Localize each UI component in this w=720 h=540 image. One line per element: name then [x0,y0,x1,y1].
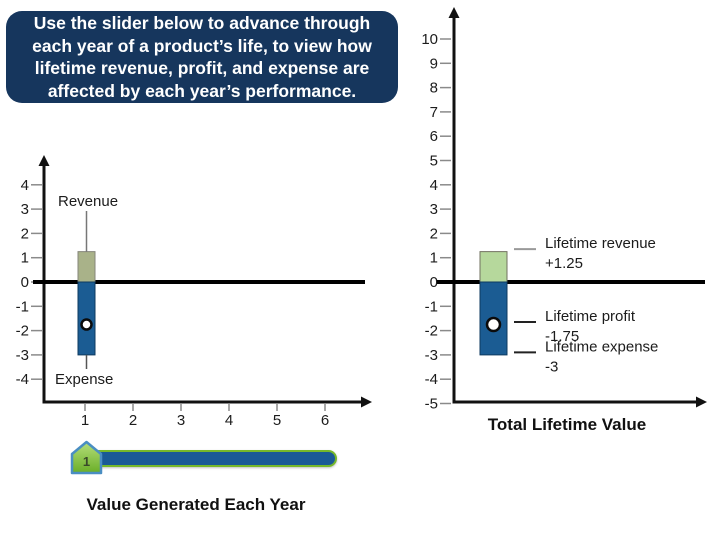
x-tick-label: 3 [177,412,185,429]
x-axis-arrow [696,396,707,408]
profit-marker [485,316,502,333]
callout-label: Lifetime expense [545,338,658,355]
y-tick-label: -4 [16,371,29,388]
y-tick-label: -1 [16,298,29,315]
instruction-text: Use the slider below to advance through … [32,13,372,101]
revenue-bar [77,251,96,283]
year-slider-track[interactable] [85,450,337,467]
y-tick-label: 0 [21,274,29,291]
y-tick-label: -4 [425,371,438,388]
revenue-label: Revenue [58,193,118,210]
y-tick-label: 0 [430,274,438,291]
x-tick-label: 2 [129,412,137,429]
slider-handle-shape[interactable] [70,440,103,475]
y-tick-label: 1 [21,250,29,267]
left-chart-title: Value Generated Each Year [86,495,306,514]
x-tick-label: 6 [321,412,329,429]
y-tick-label: -2 [16,323,29,340]
x-tick-label: 4 [225,412,233,429]
y-tick-label: 7 [430,104,438,121]
x-tick-label: 5 [273,412,281,429]
year-slider-handle[interactable]: 1 [70,440,103,476]
y-axis-arrow [448,7,460,18]
y-tick-label: 8 [430,80,438,97]
y-tick-label: 1 [430,250,438,267]
callout-label: Lifetime profit [545,308,636,325]
slider-handle-label: 1 [83,454,90,469]
y-tick-label: -3 [425,347,438,364]
y-tick-label: -5 [425,396,438,413]
y-tick-label: -2 [425,323,438,340]
y-tick-label: 9 [430,55,438,72]
y-tick-label: 3 [21,201,29,218]
callout-value: -1.75 [545,328,579,345]
expense-label: Expense [55,371,113,388]
x-axis-arrow [361,396,372,408]
callout-label: Lifetime revenue [545,235,656,252]
right-chart-title: Total Lifetime Value [487,415,647,434]
x-tick-label: 1 [81,412,89,429]
y-tick-label: 4 [21,177,29,194]
y-tick-label: -1 [425,298,438,315]
y-tick-label: 5 [430,153,438,170]
y-tick-label: 4 [430,177,438,194]
y-tick-label: -3 [16,347,29,364]
y-tick-label: 6 [430,128,438,145]
instruction-box: Use the slider below to advance through … [6,11,398,103]
callout-value: -3 [545,358,558,375]
y-tick-label: 2 [21,225,29,242]
profit-marker [80,318,93,331]
y-axis-arrow [38,155,50,166]
y-tick-label: 2 [430,225,438,242]
y-tick-label: 3 [430,201,438,218]
callout-value: +1.25 [545,255,583,272]
y-tick-label: 10 [421,31,438,48]
revenue-bar [479,251,508,283]
